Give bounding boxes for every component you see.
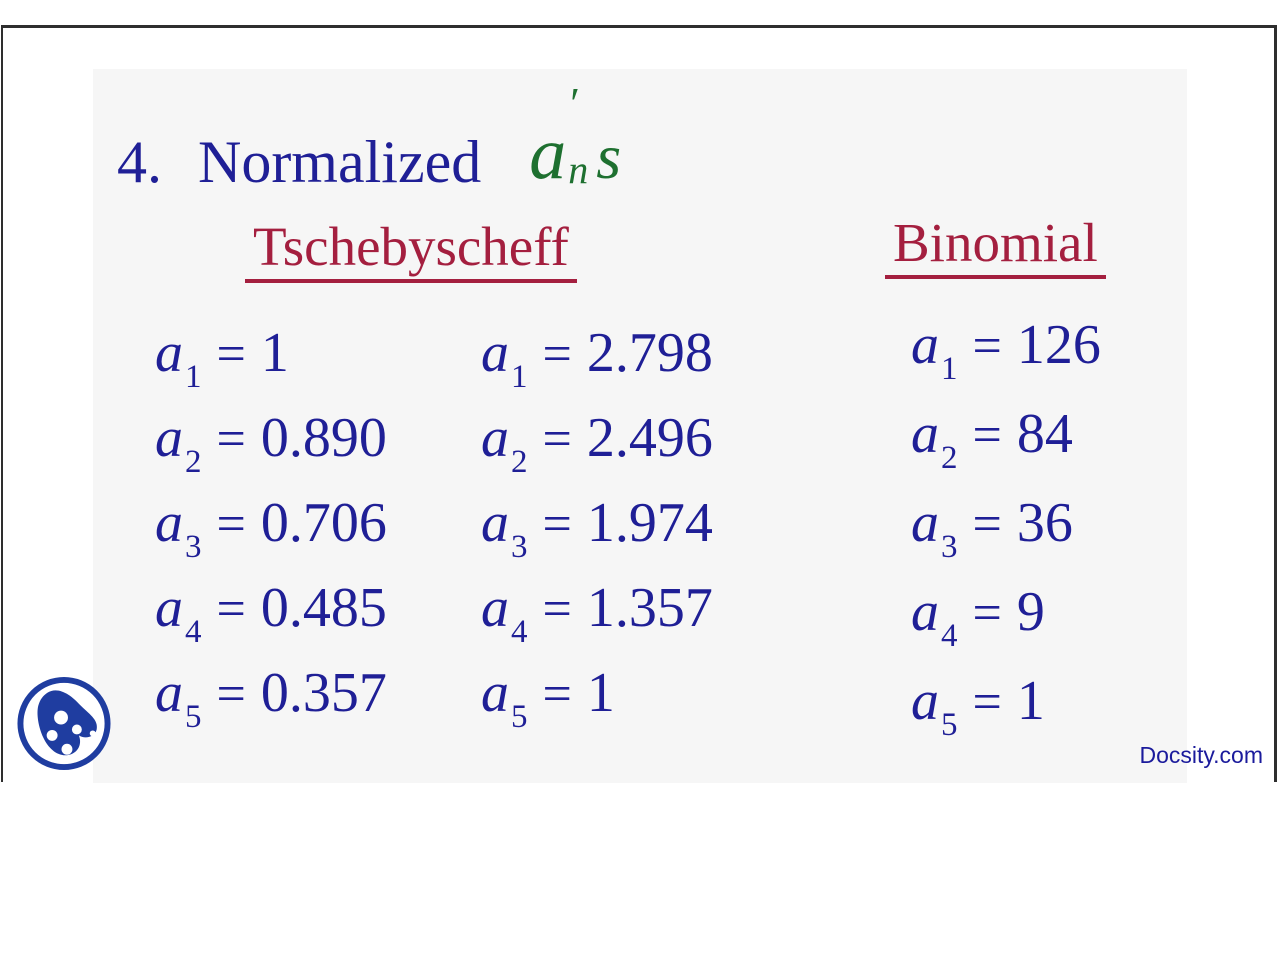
coeff-subscript: 2 — [185, 444, 202, 480]
equals-sign: = — [216, 581, 246, 638]
coeff-var: a — [481, 662, 509, 724]
equals-sign: = — [972, 407, 1002, 464]
coeff-subscript: 3 — [941, 529, 958, 565]
equals-sign: = — [542, 411, 572, 468]
equals-sign: = — [542, 581, 572, 638]
coeff-value: 1 — [1016, 670, 1045, 732]
symbol-subscript-n: n — [568, 147, 589, 192]
coeff-var: a — [155, 577, 183, 639]
coeff-subscript: 4 — [185, 614, 202, 650]
coeff-var: a — [155, 662, 183, 724]
coeff-subscript: 5 — [511, 699, 528, 735]
coeff-var: a — [481, 492, 509, 554]
coeff-value: 1 — [586, 662, 615, 724]
coeff-value: 2.798 — [586, 322, 713, 384]
slide-border-frame — [1, 25, 1277, 782]
coeff-subscript: 2 — [941, 440, 958, 476]
coeff-var: a — [911, 670, 939, 732]
coeff-var: a — [911, 581, 939, 643]
coeff-value: 1.357 — [586, 577, 713, 639]
coeff-var: a — [155, 322, 183, 384]
coeff-subscript: 1 — [941, 351, 958, 387]
coeff-subscript: 4 — [941, 618, 958, 654]
coeff-value: 2.496 — [586, 407, 713, 469]
coeff-var: a — [911, 492, 939, 554]
coeff-var: a — [155, 492, 183, 554]
normalized-an-symbol: a ′ n s — [529, 82, 622, 195]
slide-title: 4. Normalized a ′ n s — [117, 82, 621, 198]
coeff-value: 126 — [1016, 314, 1101, 376]
coeff-subscript: 1 — [511, 359, 528, 395]
symbol-prime: ′ — [570, 79, 580, 128]
coeff-subscript: 5 — [941, 707, 958, 743]
symbol-s: s — [596, 121, 622, 192]
header-binomial: Binomial — [885, 213, 1106, 280]
coeff-subscript: 1 — [185, 359, 202, 395]
equals-sign: = — [972, 674, 1002, 731]
coeff-subscript: 5 — [185, 699, 202, 735]
title-text: Normalized — [198, 129, 482, 195]
coeff-var: a — [911, 314, 939, 376]
coeff-value: 0.357 — [260, 662, 387, 724]
equals-sign: = — [972, 585, 1002, 642]
equals-sign: = — [542, 496, 572, 553]
coeff-subscript: 4 — [511, 614, 528, 650]
coeff-value: 1.974 — [586, 492, 713, 554]
slide-panel: 4. Normalized a ′ n s Tschebyscheff Bino… — [93, 69, 1187, 783]
title-number: 4. — [117, 129, 162, 195]
equals-sign: = — [542, 326, 572, 383]
coeff-value: 9 — [1016, 581, 1045, 643]
equals-sign: = — [216, 666, 246, 723]
equals-sign: = — [216, 496, 246, 553]
coeff-var: a — [481, 322, 509, 384]
coeff-var: a — [911, 403, 939, 465]
symbol-a: a — [529, 113, 567, 195]
symbol-prime-sub-stack: ′ n — [566, 82, 596, 190]
equals-sign: = — [542, 666, 572, 723]
equals-sign: = — [216, 411, 246, 468]
coeff-var: a — [481, 407, 509, 469]
coeff-value: 0.706 — [260, 492, 387, 554]
coeff-subscript: 2 — [511, 444, 528, 480]
equals-sign: = — [972, 318, 1002, 375]
coeff-var: a — [155, 407, 183, 469]
coeff-subscript: 3 — [511, 529, 528, 565]
docsity-logo — [13, 675, 115, 774]
coeff-value: 0.890 — [260, 407, 387, 469]
equals-sign: = — [216, 326, 246, 383]
coeff-value: 1 — [260, 322, 289, 384]
equals-sign: = — [972, 496, 1002, 553]
coeff-value: 0.485 — [260, 577, 387, 639]
coeff-value: 84 — [1016, 403, 1073, 465]
coeff-subscript: 3 — [185, 529, 202, 565]
docsity-watermark: Docsity.com — [1139, 742, 1263, 768]
docsity-logo-icon — [17, 676, 111, 771]
coeff-var: a — [481, 577, 509, 639]
header-tschebyscheff: Tschebyscheff — [245, 217, 577, 284]
coeff-value: 36 — [1016, 492, 1073, 554]
